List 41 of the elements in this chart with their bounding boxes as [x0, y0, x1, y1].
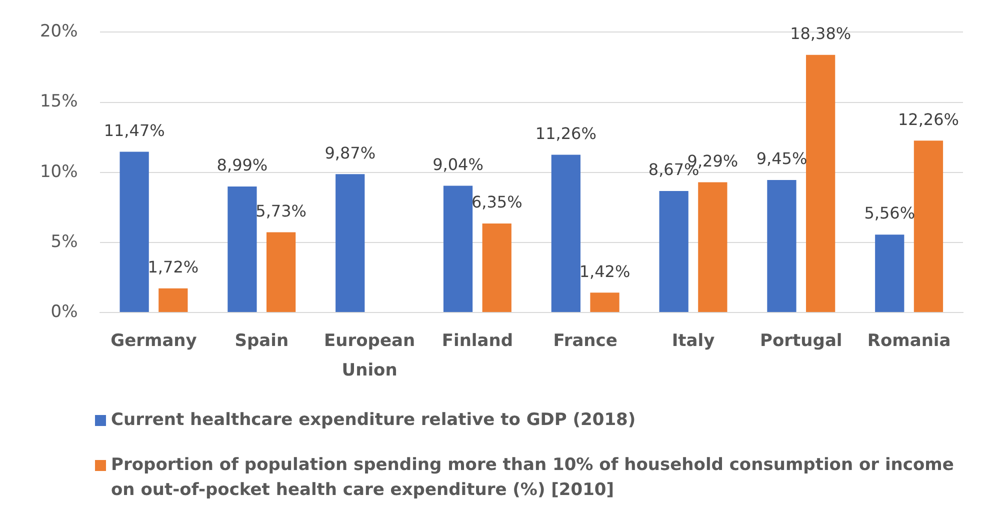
bar [590, 292, 620, 312]
data-label: 9,87% [324, 143, 376, 162]
data-label: 5,73% [256, 201, 306, 220]
data-label: 6,35% [471, 192, 522, 212]
bar [659, 190, 688, 312]
bar [698, 182, 728, 312]
x-tick-label: Portugal [760, 330, 842, 351]
legend-label: Proportion of population spending more than 10% of household consumption or income on out-of-pocket health care expenditure (%) [2010] [111, 454, 955, 502]
legend-label: Current healthcare expenditure relative to GDP (2018) [111, 409, 636, 432]
bar [266, 232, 296, 312]
bar [806, 54, 836, 312]
x-tick-label: Spain [234, 330, 289, 351]
y-tick-label: 20% [40, 22, 78, 42]
data-label: 8,99% [216, 156, 268, 175]
bar [482, 224, 512, 312]
x-tick-label: Germany [110, 330, 197, 351]
bar [120, 152, 149, 312]
bar [158, 288, 188, 312]
x-tick-label: France [553, 330, 618, 351]
data-label: 18,38% [790, 24, 852, 44]
bar [875, 234, 904, 312]
bar [443, 186, 473, 312]
y-tick-label: 0% [50, 302, 78, 322]
bar [228, 186, 257, 312]
data-label: 1,72% [148, 258, 199, 277]
bar [767, 180, 796, 312]
x-tick-label: Finland [442, 330, 514, 351]
data-label: 1,42% [579, 262, 630, 281]
x-tick-label: Italy [672, 330, 715, 351]
y-tick-label: 15% [40, 92, 78, 112]
data-label: 11,47% [104, 120, 165, 140]
x-tick-label: European Union [324, 330, 416, 381]
data-label: 12,26% [898, 110, 959, 129]
bar [914, 140, 944, 312]
y-tick-label: 5% [50, 232, 78, 252]
data-label: 11,26% [535, 124, 596, 143]
x-tick-label: Romania [867, 330, 951, 351]
bar [551, 154, 580, 312]
y-tick-label: 10% [40, 162, 78, 182]
bar [336, 174, 365, 312]
data-label: 9,04% [432, 154, 484, 174]
